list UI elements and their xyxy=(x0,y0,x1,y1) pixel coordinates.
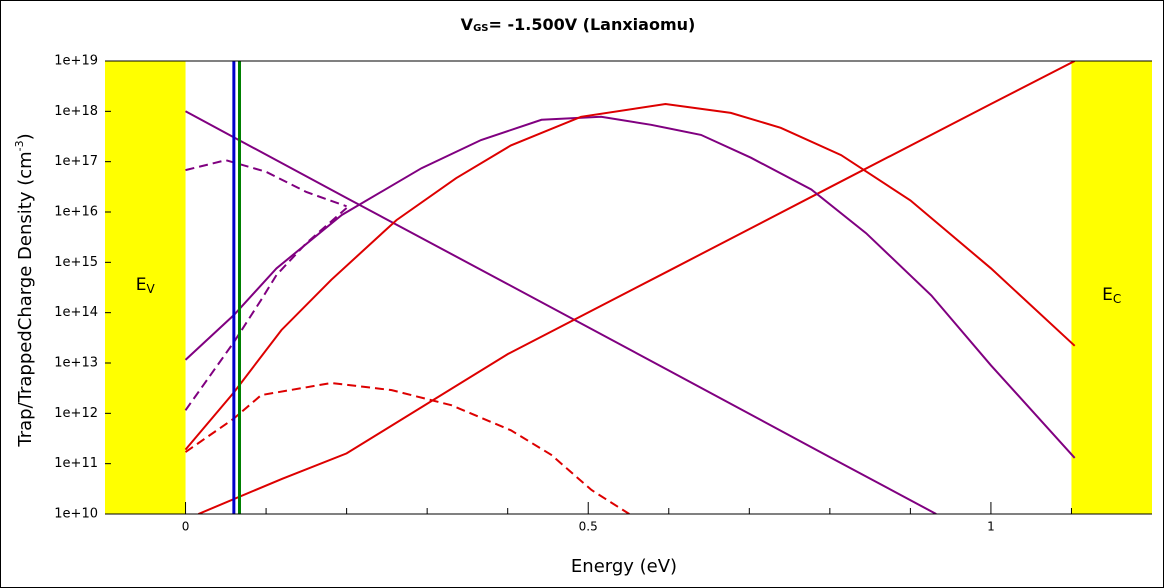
y-label-sup: -3 xyxy=(13,140,26,151)
y-tick-label: 1e+12 xyxy=(54,406,98,421)
y-tick-label: 1e+13 xyxy=(54,356,98,371)
y-tick-label: 1e+19 xyxy=(54,54,98,69)
line xyxy=(198,61,1076,514)
band xyxy=(1071,61,1152,514)
y-tick-label: 1e+14 xyxy=(54,305,98,320)
x-axis-label: Energy (eV) xyxy=(571,556,677,577)
band-label-main: E xyxy=(136,275,147,295)
chart-title: VGS= -1.500V (Lanxiaomu) xyxy=(461,15,696,35)
y-tick-label: 1e+18 xyxy=(54,104,98,119)
line xyxy=(184,381,630,514)
title-sub: GS xyxy=(473,23,488,34)
x-tick-label: 0 xyxy=(182,520,190,534)
band-label: EV xyxy=(136,275,156,296)
y-tick-label: 1e+16 xyxy=(54,205,98,220)
y-tick-label: 1e+15 xyxy=(54,255,98,270)
line xyxy=(185,159,347,208)
band-label-sub: V xyxy=(147,282,156,296)
plot: EV EC1e+101e+111e+121e+131e+141e+151e+161… xyxy=(54,54,1152,534)
line xyxy=(184,102,1076,451)
band-label-sub: C xyxy=(1113,292,1121,306)
y-tick-label: 1e+11 xyxy=(54,456,98,471)
line xyxy=(184,115,1076,459)
title-main: V xyxy=(461,15,474,34)
y-axis-label: Trap/TrappedCharge Density (cm-3) xyxy=(13,133,36,447)
x-tick-label: 1 xyxy=(987,520,995,534)
y-tick-label: 1e+17 xyxy=(54,154,98,169)
line xyxy=(185,110,937,514)
y-label-main: Trap/TrappedCharge Density (cm xyxy=(15,151,36,447)
band-label: EC xyxy=(1102,285,1121,306)
x-tick-label: 0.5 xyxy=(579,520,598,534)
y-tick-label: 1e+10 xyxy=(54,507,98,522)
y-label-end: ) xyxy=(15,133,36,140)
title-rest: = -1.500V (Lanxiaomu) xyxy=(488,15,695,34)
band xyxy=(105,61,186,514)
band-label-main: E xyxy=(1102,285,1113,305)
plot-area xyxy=(105,61,1152,514)
line xyxy=(184,207,348,411)
